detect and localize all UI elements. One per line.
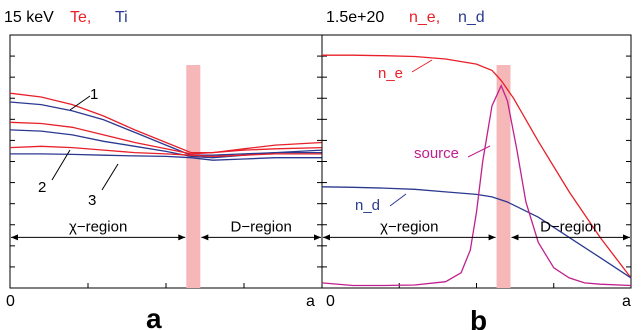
- panel-b-series-source-2: [321, 83, 632, 287]
- panel-b-highlight-band: [496, 65, 511, 288]
- panel-a-highlight-band: [186, 65, 201, 288]
- panel-a-xtick-0: 0: [6, 293, 15, 310]
- panel-b-band: [496, 65, 511, 288]
- panel-b: 1.5e+20 n_e, n_d χ−region D−region n_e so…: [321, 9, 632, 330]
- ne-leader: [411, 59, 433, 73]
- panel-b-d-region-arrow-head-right: [623, 234, 630, 241]
- panel-a: 15 keV Te, Ti χ−region D−region 1 2 3 0 a…: [4, 9, 323, 330]
- curve-label-2: 2: [38, 179, 46, 196]
- panel-b-frame: [321, 34, 632, 289]
- panel-b-ticks: [322, 55, 631, 288]
- source-curve-label: source: [414, 145, 459, 162]
- source-leader: [467, 145, 491, 158]
- panel-b-ne-label: n_e,: [409, 9, 440, 26]
- curve-3-leader: [101, 163, 119, 191]
- panel-a-series-te-0: [9, 92, 323, 154]
- panel-b-xtick-a: a: [622, 293, 631, 310]
- panel-a-d-region-arrow-head-left: [201, 234, 209, 241]
- panel-a-series-te-2: [9, 121, 323, 155]
- panel-b-nd-label: n_d: [458, 9, 485, 26]
- curve-2-leader: [51, 149, 71, 181]
- panel-b-curve-labels: n_e source n_d: [355, 59, 491, 214]
- panel-a-series-te-4: [9, 145, 322, 158]
- panel-a-d-region-label: D−region: [231, 218, 292, 235]
- panel-a-d-region-arrow-head-right: [314, 234, 321, 241]
- curve-label-3: 3: [88, 192, 96, 209]
- panel-b-chi-region-arrow-head-right: [488, 234, 496, 241]
- panel-b-xtick-0: 0: [326, 293, 335, 310]
- panel-b-chi-region-label: χ−region: [380, 218, 438, 235]
- panel-a-series: [9, 92, 323, 161]
- panel-b-scale: 1.5e+20: [326, 9, 384, 26]
- panel-a-chi-region-arrow-head-left: [11, 234, 18, 241]
- panel-a-band: [186, 65, 201, 288]
- panel-b-series-n_e-0: [322, 54, 632, 279]
- panel-b-chi-region-arrow-head-left: [323, 234, 330, 241]
- nd-leader: [389, 193, 407, 207]
- nd-curve-label: n_d: [355, 197, 380, 214]
- panel-a-chi-region-label: χ−region: [69, 218, 127, 235]
- panel-a-series-ti-1: [9, 101, 322, 156]
- panel-a-scale: 15 keV: [4, 9, 54, 26]
- panel-b-d-region-label: D−region: [540, 218, 601, 235]
- panel-a-ti-label: Ti: [115, 9, 128, 26]
- panel-b-series-n_d-1: [321, 186, 632, 279]
- panel-a-frame: [9, 34, 323, 289]
- panel-a-letter: a: [146, 303, 162, 330]
- panel-b-header: 1.5e+20 n_e, n_d: [326, 9, 485, 26]
- panel-b-series: [321, 54, 632, 287]
- panel-a-curve-labels: 1 2 3: [38, 86, 119, 209]
- panel-a-ticks: [10, 55, 322, 288]
- panel-b-letter: b: [470, 305, 487, 330]
- panel-a-series-ti-5: [10, 153, 322, 161]
- panel-a-te-label: Te,: [70, 9, 91, 26]
- panel-a-header: 15 keV Te, Ti: [4, 9, 128, 26]
- panel-a-regions: χ−region D−region: [11, 218, 321, 241]
- panel-a-xtick-a: a: [306, 293, 315, 310]
- curve-1-leader: [69, 95, 91, 111]
- panel-a-chi-region-arrow-head-right: [178, 234, 186, 241]
- curve-label-1: 1: [90, 86, 98, 103]
- panel-b-d-region-arrow-head-left: [511, 234, 519, 241]
- ne-curve-label: n_e: [378, 65, 403, 82]
- panel-b-regions: χ−region D−region: [323, 218, 630, 241]
